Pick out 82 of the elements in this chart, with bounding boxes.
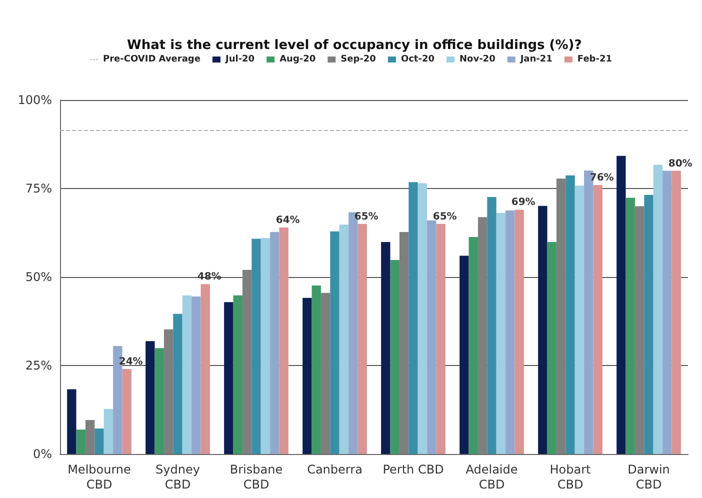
- bar: [330, 231, 340, 454]
- bar: [408, 182, 418, 454]
- x-tick-label: Brisbane CBD: [230, 462, 283, 492]
- legend-label: Aug-20: [280, 54, 316, 64]
- data-label: 65%: [354, 211, 378, 222]
- x-tick-label: Canberra: [307, 462, 362, 476]
- bar: [634, 206, 644, 454]
- bar: [233, 295, 242, 454]
- data-label: 24%: [118, 356, 143, 368]
- bar: [547, 242, 556, 454]
- data-label: 65%: [432, 211, 457, 222]
- bar: [574, 186, 584, 454]
- bar: [390, 260, 400, 454]
- bar: [192, 296, 201, 454]
- legend-label: Pre-COVID Average: [102, 54, 200, 64]
- data-label: 64%: [276, 214, 300, 226]
- x-tick-label: Darwin CBD: [628, 462, 670, 492]
- data-label: 80%: [668, 158, 692, 170]
- bar: [436, 224, 446, 454]
- legend-label: Sep-20: [340, 54, 376, 64]
- legend-label: Nov-20: [459, 54, 496, 64]
- bar: [358, 224, 367, 454]
- bar: [460, 256, 469, 454]
- bar: [399, 232, 409, 454]
- data-label: 69%: [511, 197, 536, 208]
- bar: [164, 329, 174, 454]
- bar: [593, 184, 602, 454]
- y-tick-label: 0%: [32, 447, 52, 461]
- y-tick-label: 75%: [25, 182, 52, 196]
- y-tick-label: 100%: [18, 93, 52, 107]
- bar: [252, 238, 261, 454]
- bar: [173, 314, 182, 454]
- legend-label: Oct-20: [400, 54, 434, 64]
- bar: [270, 232, 280, 454]
- x-tick-label: Melbourne CBD: [68, 462, 131, 492]
- y-tick-label: 50%: [25, 270, 52, 284]
- x-tick-label: Sydney CBD: [156, 462, 200, 492]
- bar: [381, 242, 390, 454]
- bar: [672, 170, 681, 454]
- bar: [76, 430, 86, 454]
- bar: [260, 238, 270, 454]
- bar: [339, 224, 349, 454]
- legend-label: Jul-20: [224, 54, 255, 64]
- bar: [104, 409, 114, 454]
- bar: [224, 302, 234, 454]
- chart-title: What is the current level of occupancy in office buildings (%)?: [127, 38, 582, 53]
- legend-label: Jan-21: [519, 54, 552, 64]
- bar: [146, 341, 155, 454]
- bar: [468, 237, 478, 454]
- bar: [94, 428, 104, 454]
- bar: [200, 284, 210, 454]
- bar: [538, 206, 548, 454]
- bar: [496, 212, 506, 454]
- bar: [418, 183, 428, 454]
- bar: [122, 369, 132, 454]
- x-tick-label: Perth CBD: [382, 462, 444, 476]
- bar: [85, 420, 95, 454]
- bar: [67, 389, 76, 454]
- bar: [427, 220, 436, 454]
- y-tick-label: 25%: [25, 358, 52, 372]
- data-label: 76%: [590, 172, 614, 184]
- bar: [653, 164, 663, 454]
- bar: [556, 178, 566, 454]
- bar: [242, 270, 252, 454]
- bar: [616, 156, 626, 454]
- bar: [514, 210, 524, 454]
- bar: [302, 298, 312, 454]
- bar: [478, 217, 488, 454]
- bar: [279, 227, 288, 454]
- legend-label: Feb-21: [577, 54, 612, 64]
- bar: [566, 175, 575, 454]
- bar: [506, 210, 515, 454]
- bar: [182, 295, 192, 454]
- bar: [487, 196, 496, 454]
- bar: [154, 348, 164, 454]
- x-tick-label: Adelaide CBD: [466, 462, 518, 492]
- x-tick-label: Hobart CBD: [550, 462, 592, 492]
- bar: [626, 198, 635, 454]
- bar: [644, 194, 654, 454]
- bar: [320, 292, 330, 454]
- bar: [312, 285, 321, 454]
- bar: [662, 170, 672, 454]
